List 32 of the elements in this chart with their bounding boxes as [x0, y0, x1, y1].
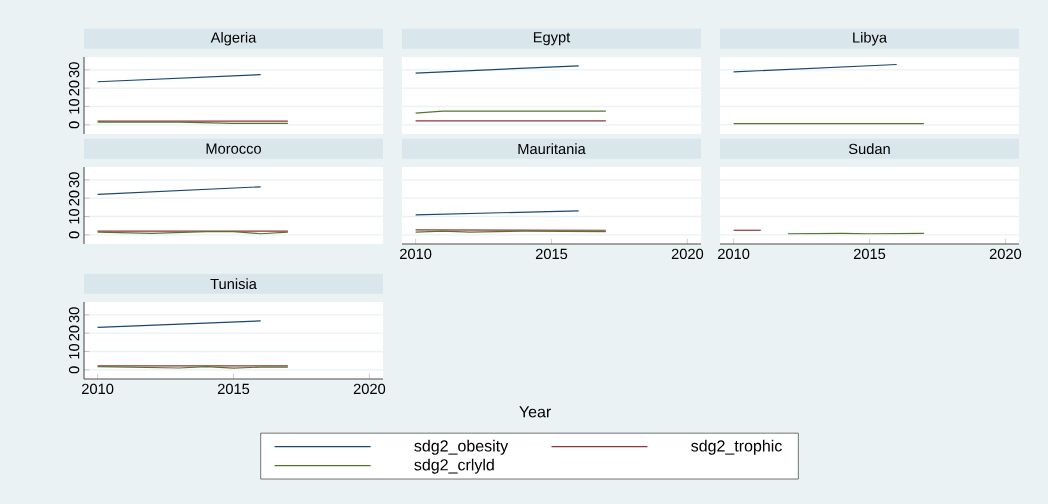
y-tick-label: 20 [68, 190, 80, 206]
chart-title: Sudan [848, 143, 890, 155]
y-tick-label: 30 [68, 172, 80, 188]
y-tick-label: 10 [68, 208, 80, 224]
y-tick-label: 30 [68, 62, 80, 78]
chart-title: Tunisia [210, 278, 257, 290]
x-tick-label: 2015 [535, 248, 568, 260]
x-tick-label: 2015 [217, 383, 250, 395]
chart-title: Algeria [210, 31, 257, 46]
y-tick-label: 0 [68, 231, 80, 239]
x-axis-title: Year [519, 406, 551, 418]
x-tick-label: 2020 [671, 248, 704, 260]
x-tick-label: 2010 [82, 383, 114, 395]
chart-title: Mauritania [518, 143, 586, 155]
y-tick-label: 10 [68, 343, 80, 359]
x-tick-label: 2015 [853, 248, 886, 260]
y-tick-label: 0 [68, 121, 80, 129]
x-tick-label: 2020 [353, 383, 386, 395]
text: sdg2_obesity [414, 439, 509, 455]
chart-title: Libya [853, 31, 888, 46]
x-tick-label: 2020 [989, 248, 1022, 260]
y-tick-label: 20 [68, 80, 80, 96]
chart-title: Egypt [533, 32, 571, 46]
chart-title: Morocco [206, 143, 261, 154]
text: sdg2_crlyld [414, 458, 494, 474]
y-tick-label: 30 [68, 307, 80, 323]
x-tick-label: 2010 [718, 248, 750, 260]
text: sdg2_trophic [691, 439, 782, 455]
y-tick-label: 20 [68, 325, 80, 341]
y-tick-label: 10 [68, 98, 80, 114]
y-tick-label: 0 [68, 366, 80, 374]
x-tick-label: 2010 [400, 248, 432, 260]
